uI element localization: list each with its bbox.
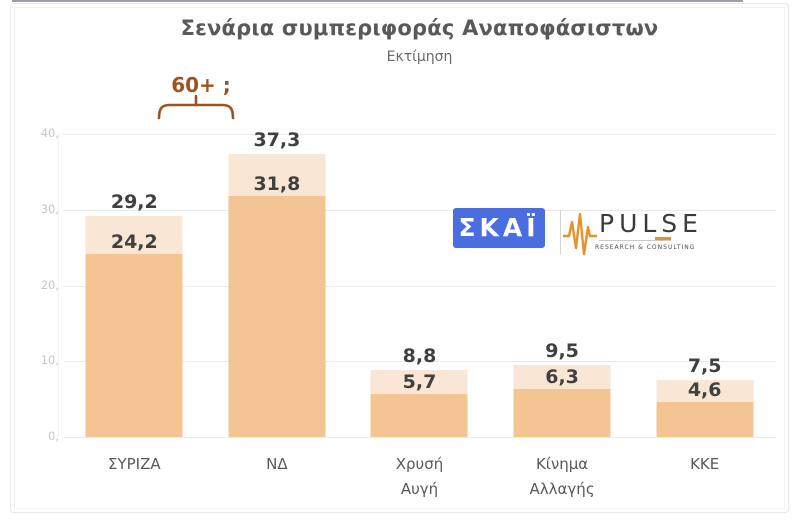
- bar-total-value-label: 37,3: [253, 129, 301, 152]
- bar-group: 8,8 5,7: [348, 134, 491, 437]
- bar-inner-value-label: 31,8: [253, 173, 301, 196]
- bar-inner: [370, 393, 468, 437]
- chart-card: Σενάρια συμπεριφοράς Αναποφάσιστων Εκτίμ…: [10, 3, 789, 513]
- y-axis-tick-label: 20,: [40, 277, 59, 292]
- x-axis-category-label: ΣΥΡΙΖΑ: [63, 452, 206, 502]
- x-axis-category-label: Χρυσή Αυγή: [348, 452, 491, 502]
- top-edge-strip: [12, 0, 743, 2]
- bar-inner-value-label: 5,7: [402, 370, 437, 393]
- y-axis-tick-label: 10,: [40, 353, 59, 368]
- bar-inner-value-label: 24,2: [110, 230, 158, 253]
- pulse-logo-underline: [599, 240, 671, 241]
- age-annotation-bracket-icon: [157, 94, 235, 120]
- y-axis-tick-label: 40,: [40, 126, 59, 140]
- chart-subtitle: Εκτίμηση: [386, 49, 453, 65]
- x-axis-category-line: ΣΥΡΙΖΑ: [107, 455, 161, 473]
- x-axis-category-line: Αλλαγής: [529, 480, 595, 498]
- bar-total-value-label: 7,5: [687, 355, 722, 378]
- gridline: [63, 361, 776, 363]
- x-axis-category-line: ΝΔ: [266, 455, 288, 473]
- x-axis-category-label: ΚΚΕ: [633, 452, 776, 502]
- bar-total-value-label: 29,2: [110, 190, 158, 213]
- x-axis-category-label: Κίνημα Αλλαγής: [491, 452, 634, 502]
- y-axis-line: [58, 134, 59, 437]
- bar-group: 7,5 4,6: [633, 134, 776, 437]
- logo-divider: [560, 210, 561, 254]
- bar-inner: [513, 389, 611, 437]
- pulse-logo-text: PULSE: [599, 209, 703, 238]
- bar-total-value-label: 8,8: [402, 345, 437, 368]
- pulse-logo-orange-chip: [655, 237, 671, 240]
- chart-title: Σενάρια συμπεριφοράς Αναποφάσιστων: [180, 16, 659, 40]
- bar-group: 29,2 24,2: [63, 134, 206, 437]
- skai-logo-text: ΣΚΑΪ: [458, 213, 540, 242]
- age-annotation-label: 60+ ;: [171, 73, 231, 97]
- skai-logo: ΣΚΑΪ: [453, 208, 545, 248]
- bar-total-value-label: 9,5: [545, 340, 579, 363]
- gridline: [63, 437, 776, 438]
- gridline: [63, 285, 776, 287]
- x-axis-labels: ΣΥΡΙΖΑ ΝΔ Χρυσή Αυγή Κίνημα Αλλαγής ΚΚΕ: [63, 452, 776, 502]
- bar-inner-value-label: 6,3: [545, 366, 579, 389]
- bar-group: 9,5 6,3: [491, 134, 634, 437]
- bar-inner: [85, 253, 183, 437]
- x-axis-category-line: Αυγή: [400, 480, 439, 498]
- bar-inner-value-label: 4,6: [687, 379, 722, 402]
- x-axis-category-line: ΚΚΕ: [690, 455, 720, 473]
- bar-inner: [656, 402, 754, 437]
- y-axis-tick-label: 0,: [48, 429, 59, 443]
- x-axis-category-label: ΝΔ: [206, 452, 349, 502]
- x-axis-category-line: Χρυσή: [395, 455, 444, 473]
- plot-area: 29,2 24,2 37,3 31,8 8,8 5,7 9,5 6,3 7,5 …: [63, 129, 776, 438]
- gridline: [63, 209, 776, 211]
- bar-group: 37,3 31,8: [206, 129, 349, 437]
- y-axis-tick-label: 30,: [40, 201, 59, 216]
- gridline: [63, 134, 776, 135]
- bars-row: 29,2 24,2 37,3 31,8 8,8 5,7 9,5 6,3 7,5 …: [63, 129, 776, 437]
- bar-inner: [228, 196, 326, 437]
- x-axis-category-line: Κίνημα: [535, 455, 589, 473]
- pulse-waveform-icon: [563, 212, 597, 256]
- y-axis: 40, 30, 20, 10, 0,: [17, 126, 59, 443]
- pulse-logo-tagline: RESEARCH & CONSULTING: [595, 244, 696, 251]
